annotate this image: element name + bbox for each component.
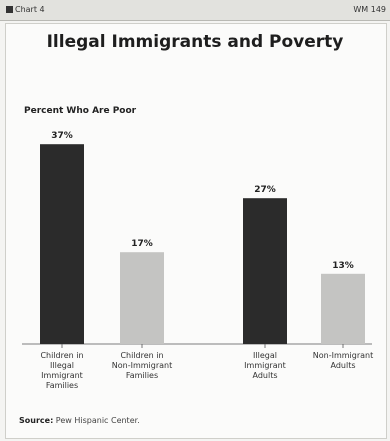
category-label-3: Illegal Immigrant Adults	[244, 351, 286, 380]
category-label-1: Children in Illegal Immigrant Families	[40, 351, 83, 390]
category-label-2: Children in Non-Immigrant Families	[112, 351, 172, 380]
category-label-line: Immigrant	[41, 371, 83, 380]
category-label-line: Children in	[120, 351, 163, 360]
category-label-line: Non-Immigrant	[313, 351, 373, 360]
value-label-4: 13%	[332, 261, 354, 271]
category-label-line: Immigrant	[244, 361, 286, 370]
category-label-line: Children in	[40, 351, 83, 360]
category-label-line: Illegal	[253, 351, 277, 360]
chart-tag: Chart 4	[6, 0, 45, 20]
bar-4	[321, 273, 365, 344]
category-label-line: Families	[46, 381, 78, 390]
value-label-1: 37%	[51, 131, 73, 141]
category-label-line: Non-Immigrant	[112, 361, 172, 370]
category-label-line: Adults	[330, 361, 355, 370]
category-label-line: Adults	[252, 371, 277, 380]
chart-tag-icon	[6, 6, 13, 13]
source-label: Source:	[19, 416, 54, 425]
document-code: WM 149	[353, 5, 386, 14]
source-text: Pew Hispanic Center.	[53, 416, 140, 425]
value-label-3: 27%	[254, 185, 276, 195]
bar-3	[243, 198, 287, 344]
y-axis-label: Percent Who Are Poor	[24, 106, 137, 116]
chart-tag-label: Chart 4	[15, 5, 45, 14]
chart-title: Illegal Immigrants and Poverty	[46, 32, 344, 52]
bar-2	[120, 252, 164, 344]
source-note: Source: Pew Hispanic Center.	[19, 416, 140, 425]
value-label-2: 17%	[131, 239, 153, 249]
top-bar: Chart 4 WM 149	[0, 0, 390, 21]
category-label-line: Illegal	[50, 361, 74, 370]
bar-1	[40, 144, 84, 344]
category-label-line: Families	[126, 371, 158, 380]
category-label-4: Non-Immigrant Adults	[313, 351, 373, 370]
